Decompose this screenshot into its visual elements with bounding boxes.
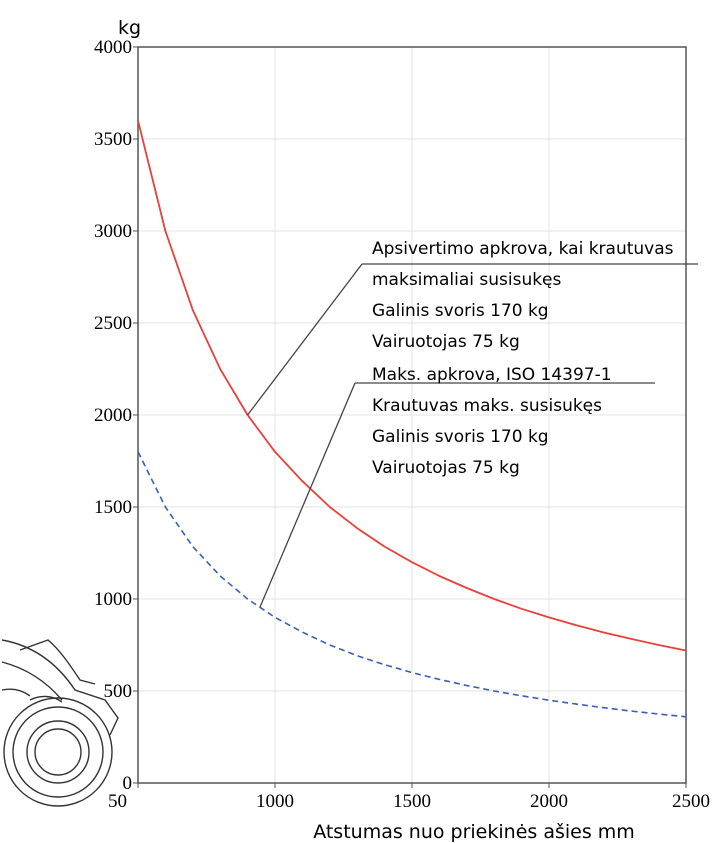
annotation-text: Vairuotojas 75 kg	[372, 458, 520, 478]
annotation-text: Vairuotojas 75 kg	[372, 332, 520, 352]
annotation-leader	[247, 263, 363, 416]
annotation-text: Krautuvas maks. susisukęs	[372, 396, 602, 416]
x-tick-label: 2000	[530, 791, 568, 812]
y-axis-ticks: 0 500 1000 1500 2000 2500 3000 3500 4000	[94, 37, 138, 794]
y-tick-label: 1500	[94, 497, 132, 518]
annotation-leader	[259, 382, 356, 608]
x-tick-label: 1000	[256, 791, 294, 812]
annotation-text: maksimaliai susisukęs	[372, 270, 562, 290]
series-group	[137, 120, 687, 718]
y-tick-label: 0	[123, 773, 133, 794]
y-tick-label: 1000	[94, 589, 132, 610]
y-axis-label: kg	[118, 17, 141, 39]
wheel-icon	[1, 639, 119, 807]
y-tick-label: 2500	[94, 313, 132, 334]
y-tick-label: 3500	[94, 129, 132, 150]
y-tick-label: 3000	[94, 221, 132, 242]
annotation-text: Apsivertimo apkrova, kai krautuvas	[372, 239, 674, 259]
annotation-text: Galinis svoris 170 kg	[372, 301, 549, 321]
x-axis-ticks: 50 1000 1500 2000 2500	[108, 783, 710, 812]
annotations: Apsivertimo apkrova, kai krautuvas maksim…	[247, 239, 698, 608]
x-tick-label: 50	[108, 791, 127, 812]
annotation-text: Maks. apkrova, ISO 14397-1	[372, 365, 612, 385]
series-line-0	[137, 120, 687, 652]
x-tick-label: 2500	[672, 791, 710, 812]
y-tick-label: 4000	[94, 37, 132, 58]
y-tick-label: 2000	[94, 405, 132, 426]
x-tick-label: 1500	[393, 791, 431, 812]
y-tick-label: 500	[104, 681, 133, 702]
x-axis-label: Atstumas nuo priekinės ašies mm	[313, 821, 635, 843]
annotation-text: Galinis svoris 170 kg	[372, 427, 549, 447]
series-line-1	[137, 451, 687, 718]
